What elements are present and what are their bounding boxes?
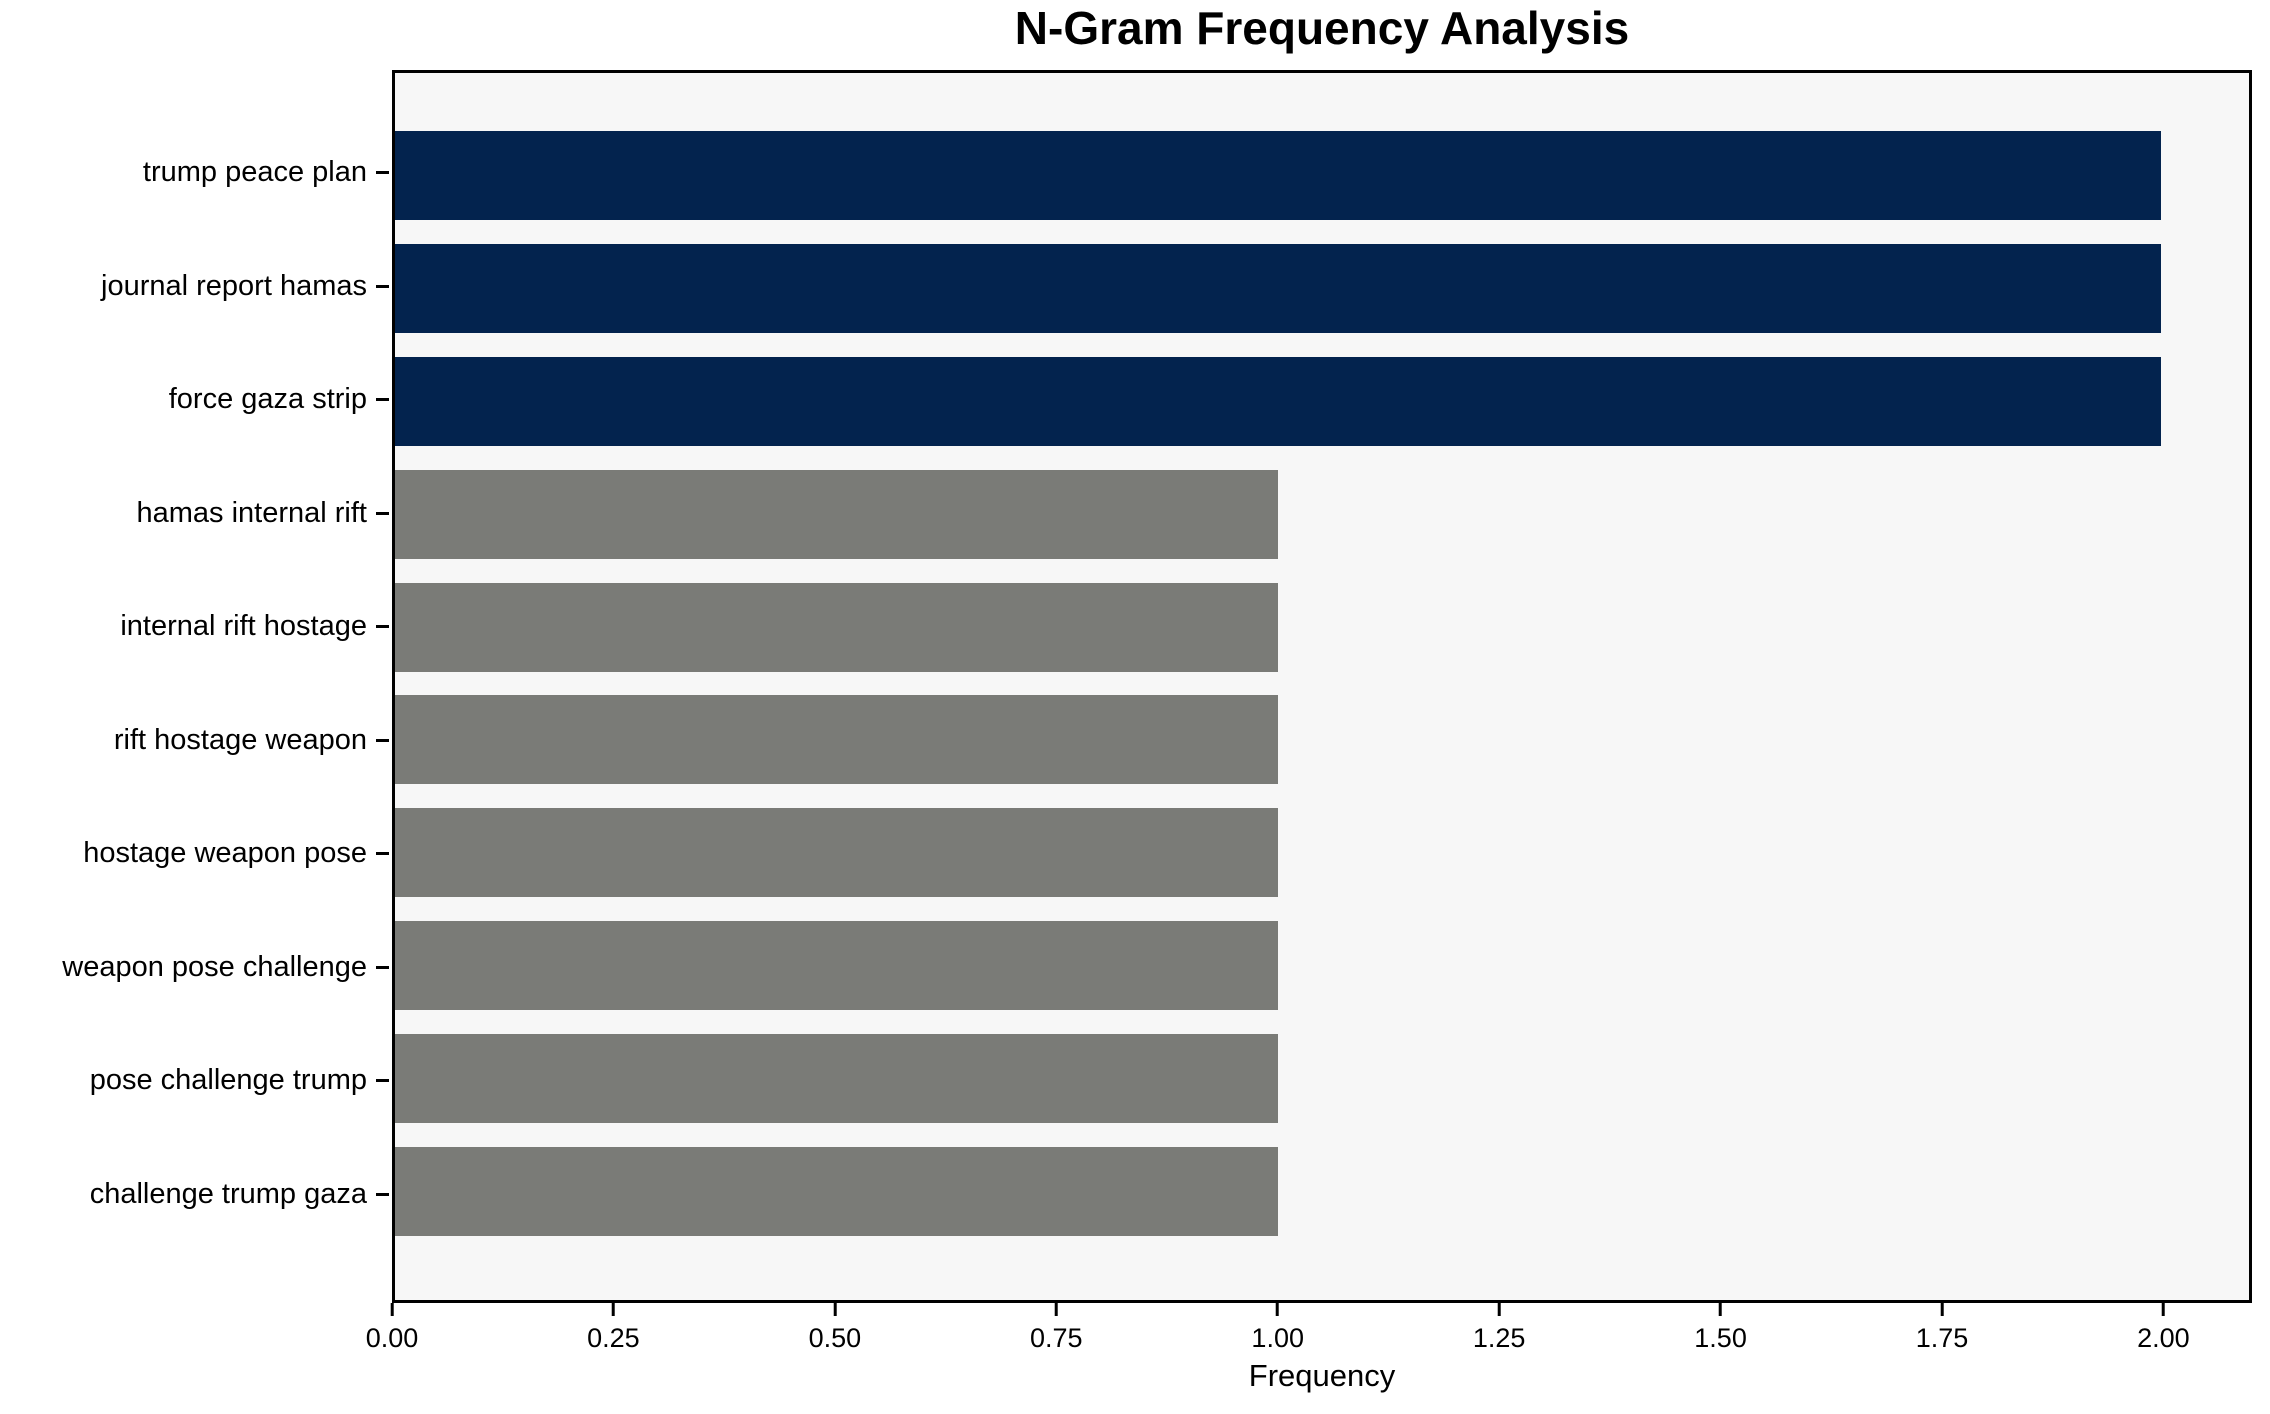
x-axis-tick: 1.25 xyxy=(1472,1303,1526,1354)
bar-internal-rift-hostage xyxy=(395,582,1278,672)
bar-row xyxy=(395,243,2249,333)
plot-area xyxy=(392,70,2252,1303)
y-axis-label: hostage weapon pose xyxy=(83,837,367,870)
x-axis-tick-label: 1.25 xyxy=(1472,1323,1526,1353)
bar-pose-challenge-trump xyxy=(395,1034,1278,1123)
bar-row xyxy=(395,695,2249,785)
x-axis-tick-label: 0.00 xyxy=(365,1323,419,1353)
bar-row xyxy=(395,469,2249,559)
bar-trump-peace-plan xyxy=(395,131,2161,220)
y-axis-label-row: trump peace plan xyxy=(0,128,389,217)
y-axis-label-row: force gaza strip xyxy=(0,355,389,444)
x-axis-tick-label: 2.00 xyxy=(2137,1323,2190,1353)
bar-row xyxy=(395,921,2249,1011)
bar-journal-report-hamas xyxy=(395,243,2161,333)
x-axis-tick: 1.50 xyxy=(1694,1303,1747,1354)
y-axis-tick-mark xyxy=(376,965,389,969)
x-axis-tick-mark xyxy=(1054,1303,1058,1316)
x-axis-title: Frequency xyxy=(1248,1358,1396,1393)
y-axis-label-row: weapon pose challenge xyxy=(0,923,389,1012)
y-axis-tick-mark xyxy=(376,171,389,174)
bar-rift-hostage-weapon xyxy=(395,695,1278,785)
y-axis-label: hamas internal rift xyxy=(136,496,368,529)
y-axis-label: force gaza strip xyxy=(168,383,367,416)
y-axis-tick-mark xyxy=(376,284,389,288)
x-axis-tick-mark xyxy=(1497,1303,1501,1316)
x-axis-tick-label: 1.75 xyxy=(1915,1323,1969,1353)
y-axis-label-row: challenge trump gaza xyxy=(0,1150,389,1239)
y-axis-label: rift hostage weapon xyxy=(113,723,367,756)
x-axis-tick: 0.00 xyxy=(365,1303,419,1354)
y-axis-tick-mark xyxy=(376,625,389,629)
y-axis-label: pose challenge trump xyxy=(89,1064,367,1097)
x-axis-tick-label: 0.50 xyxy=(808,1323,862,1353)
bar-hamas-internal-rift xyxy=(395,469,1278,559)
y-axis-label-row: hostage weapon pose xyxy=(0,809,389,898)
x-axis-tick-mark xyxy=(1719,1303,1723,1316)
x-axis-tick-mark xyxy=(1940,1303,1944,1316)
x-axis-tick-label: 0.75 xyxy=(1030,1323,1083,1353)
y-axis-label-row: rift hostage weapon xyxy=(0,696,389,785)
bar-weapon-pose-challenge xyxy=(395,921,1278,1011)
x-axis-tick-label: 1.50 xyxy=(1694,1323,1747,1353)
x-axis-tick-mark xyxy=(611,1303,615,1316)
x-axis-tick-label: 1.00 xyxy=(1251,1323,1304,1353)
bar-row xyxy=(395,1146,2249,1236)
y-axis-label-row: journal report hamas xyxy=(0,242,389,331)
bar-row xyxy=(395,131,2249,220)
x-axis-tick: 2.00 xyxy=(2137,1303,2190,1354)
y-axis-tick-mark xyxy=(376,738,389,742)
y-axis-tick-mark xyxy=(376,1192,389,1196)
y-axis-label-row: hamas internal rift xyxy=(0,469,389,558)
y-axis-label-row: internal rift hostage xyxy=(0,582,389,671)
y-axis-label: journal report hamas xyxy=(101,269,367,302)
bar-challenge-trump-gaza xyxy=(395,1146,1278,1236)
x-axis-tick-mark xyxy=(1276,1303,1280,1316)
bars-layer xyxy=(395,131,2249,1236)
bar-row xyxy=(395,1034,2249,1123)
bar-row xyxy=(395,808,2249,898)
x-axis-tick: 0.50 xyxy=(808,1303,862,1354)
y-axis-tick-mark xyxy=(376,398,389,402)
bar-row xyxy=(395,582,2249,672)
x-axis-tick: 1.75 xyxy=(1915,1303,1969,1354)
y-axis-label: weapon pose challenge xyxy=(62,950,367,983)
x-axis-tick-mark xyxy=(390,1303,394,1316)
y-axis-tick-mark xyxy=(376,852,389,856)
bar-row xyxy=(395,356,2249,446)
x-axis-tick-label: 0.25 xyxy=(587,1323,640,1353)
chart-title: N-Gram Frequency Analysis xyxy=(1014,2,1630,54)
y-axis-labels: trump peace plan journal report hamas forc… xyxy=(0,128,389,1239)
y-axis-tick-mark xyxy=(376,1079,389,1083)
x-axis-tick-mark xyxy=(2161,1303,2165,1316)
y-axis-label: challenge trump gaza xyxy=(89,1177,367,1210)
x-axis-tick: 0.25 xyxy=(587,1303,640,1354)
y-axis-label-row: pose challenge trump xyxy=(0,1036,389,1125)
y-axis-tick-mark xyxy=(376,511,389,515)
bar-force-gaza-strip xyxy=(395,356,2161,446)
x-axis-tick: 0.75 xyxy=(1030,1303,1083,1354)
bar-hostage-weapon-pose xyxy=(395,808,1278,898)
y-axis-label: internal rift hostage xyxy=(120,610,367,643)
y-axis-label: trump peace plan xyxy=(142,156,367,188)
x-axis-tick-mark xyxy=(833,1303,837,1316)
x-axis-tick: 1.00 xyxy=(1251,1303,1304,1354)
